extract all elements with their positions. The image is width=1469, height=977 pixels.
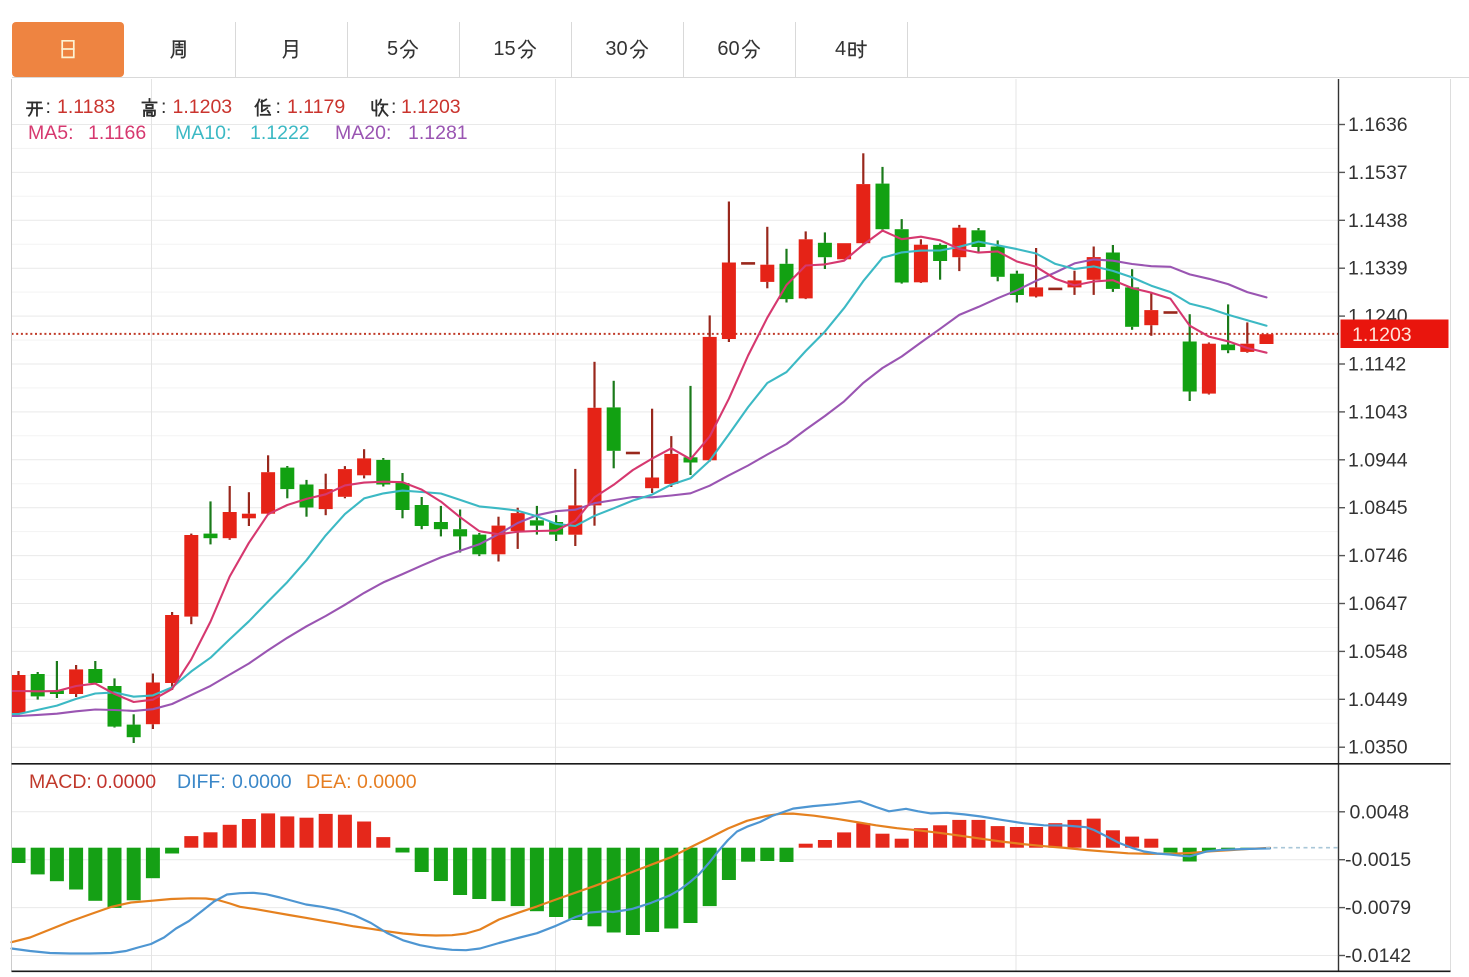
svg-text:-0.0079: -0.0079 [1345,897,1411,919]
svg-text:1.1537: 1.1537 [1348,162,1408,184]
svg-text:1.0944: 1.0944 [1348,449,1408,471]
svg-text:1.1142: 1.1142 [1348,354,1406,376]
svg-text:0.0048: 0.0048 [1350,801,1410,823]
svg-text:1.1438: 1.1438 [1348,210,1408,232]
svg-text:-0.0142: -0.0142 [1345,945,1411,967]
svg-text:1.0647: 1.0647 [1348,593,1408,615]
svg-text:1.1203: 1.1203 [1352,324,1412,346]
svg-text:1.1636: 1.1636 [1348,114,1408,136]
svg-text:1.0845: 1.0845 [1348,497,1408,519]
svg-text:1.1339: 1.1339 [1348,258,1408,280]
svg-text:-0.0015: -0.0015 [1345,849,1411,871]
svg-text:1.1043: 1.1043 [1348,401,1408,423]
svg-text:1.0746: 1.0746 [1348,545,1408,567]
svg-text:1.0548: 1.0548 [1348,641,1408,663]
svg-text:1.0449: 1.0449 [1348,689,1408,711]
svg-text:1.0350: 1.0350 [1348,737,1408,759]
